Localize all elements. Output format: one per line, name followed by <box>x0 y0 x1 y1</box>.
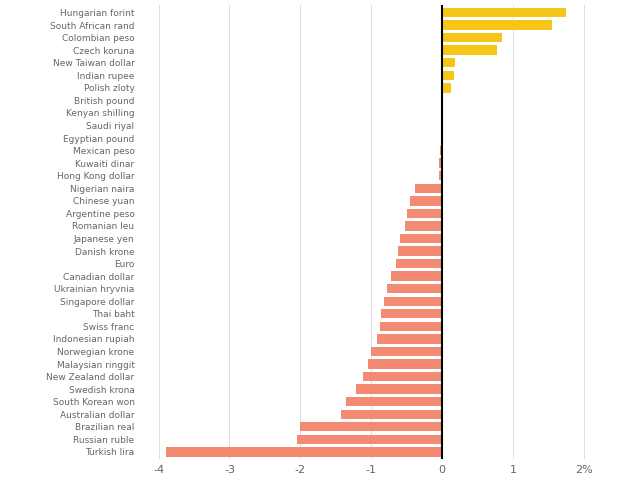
Bar <box>387 284 442 293</box>
Bar <box>380 322 442 331</box>
Bar <box>442 8 567 17</box>
Bar <box>406 221 442 231</box>
Bar <box>442 83 451 92</box>
Bar <box>384 296 442 306</box>
Bar <box>442 20 552 30</box>
Bar <box>371 347 442 356</box>
Bar <box>442 58 455 67</box>
Bar <box>368 359 442 369</box>
Bar <box>439 171 442 180</box>
Bar <box>165 447 442 456</box>
Bar <box>363 372 442 381</box>
Bar <box>356 384 442 394</box>
Bar <box>439 159 442 168</box>
Bar <box>442 45 497 55</box>
Bar <box>410 196 442 206</box>
Bar <box>396 259 442 268</box>
Bar <box>407 208 442 218</box>
Bar <box>346 397 442 407</box>
Bar <box>442 71 454 80</box>
Bar <box>440 146 442 155</box>
Bar <box>415 184 442 193</box>
Bar <box>398 247 442 256</box>
Bar <box>399 234 442 243</box>
Bar <box>442 33 502 42</box>
Bar <box>377 334 442 344</box>
Bar <box>441 133 442 143</box>
Bar <box>341 410 442 419</box>
Bar <box>300 422 442 431</box>
Bar <box>297 435 442 444</box>
Bar <box>381 309 442 319</box>
Bar <box>391 271 442 281</box>
